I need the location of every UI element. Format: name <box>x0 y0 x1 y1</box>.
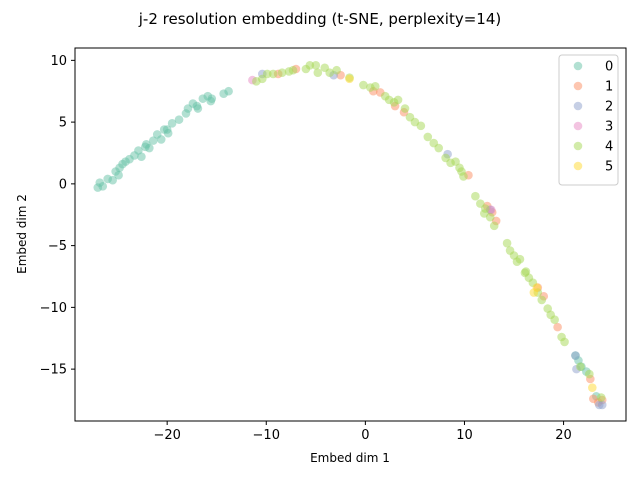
y-tick-label: 10 <box>50 54 67 69</box>
point-series-4-58 <box>520 268 530 278</box>
point-series-4-25 <box>416 121 426 131</box>
x-axis-label: Embed dim 1 <box>310 451 390 465</box>
point-series-0-4 <box>108 175 117 185</box>
point-series-0-33 <box>192 101 202 111</box>
point-series-4-8 <box>305 60 315 70</box>
y-axis-label: Embed dim 2 <box>15 194 29 274</box>
y-tick-label: −5 <box>48 239 67 254</box>
point-series-4-54 <box>560 337 569 347</box>
point-series-5-2 <box>532 283 542 292</box>
x-tick-label: −20 <box>153 428 180 443</box>
legend: 0 1 2 3 4 5 <box>558 54 619 186</box>
point-series-2-7 <box>597 400 607 410</box>
point-series-0-6 <box>114 170 123 180</box>
point-series-4-10 <box>313 68 323 77</box>
legend-marker-3 <box>573 121 583 131</box>
legend-marker-0 <box>573 61 583 71</box>
point-series-4-57 <box>596 393 606 402</box>
point-series-0-15 <box>148 136 158 145</box>
point-series-4-2 <box>262 69 272 79</box>
x-axis-ticks: −20 −10 0 10 20 <box>153 421 572 443</box>
point-series-0-35 <box>162 125 172 134</box>
point-series-4-31 <box>451 157 460 166</box>
point-series-4-28 <box>434 143 444 153</box>
point-series-4-40 <box>502 238 512 248</box>
point-series-0-21 <box>174 115 184 124</box>
legend-label-2: 2 <box>605 100 613 115</box>
point-series-4-17 <box>370 81 380 91</box>
y-axis-ticks: −15 −10 −5 0 5 10 <box>40 54 75 378</box>
legend-label-0: 0 <box>605 60 613 75</box>
point-series-4-59 <box>457 167 466 176</box>
legend-marker-2 <box>573 101 583 111</box>
x-tick-label: 10 <box>456 428 473 443</box>
point-series-0-31 <box>141 142 150 152</box>
point-series-0-17 <box>156 135 166 144</box>
scatter-points <box>93 60 607 410</box>
point-series-4-39 <box>489 221 499 231</box>
legend-label-3: 3 <box>605 120 613 135</box>
point-series-0-20 <box>167 119 177 128</box>
point-series-4-38 <box>485 212 495 222</box>
point-series-4-9 <box>311 60 321 70</box>
legend-label-4: 4 <box>605 140 613 155</box>
point-series-4-4 <box>277 68 287 77</box>
x-tick-label: −10 <box>253 428 280 443</box>
point-series-0-2 <box>98 182 108 191</box>
y-tick-label: 0 <box>59 177 67 192</box>
point-series-4-15 <box>359 80 368 90</box>
point-series-4-6 <box>288 65 298 75</box>
x-tick-label: 0 <box>361 428 369 443</box>
point-series-0-34 <box>207 94 217 103</box>
point-series-4-22 <box>400 104 410 113</box>
legend-label-1: 1 <box>605 80 613 95</box>
point-series-4-55 <box>576 362 585 371</box>
point-series-4-21 <box>393 95 403 105</box>
point-series-4-3 <box>268 69 278 79</box>
x-tick-label: 20 <box>555 428 572 443</box>
point-series-1-13 <box>553 322 562 332</box>
point-series-2-4 <box>571 351 580 360</box>
point-series-0-30 <box>224 86 233 96</box>
point-series-4-56 <box>585 369 594 379</box>
point-series-4-52 <box>550 315 559 325</box>
y-tick-label: 5 <box>59 116 67 131</box>
point-series-5-0 <box>345 74 354 84</box>
legend-marker-4 <box>573 141 583 151</box>
legend-marker-1 <box>573 81 583 91</box>
point-series-0-12 <box>137 152 146 161</box>
chart-title: j-2 resolution embedding (t-SNE, perplex… <box>138 10 502 28</box>
point-series-0-32 <box>118 159 127 169</box>
point-series-4-12 <box>325 68 334 77</box>
y-tick-label: −10 <box>40 301 67 316</box>
point-series-4-44 <box>515 254 525 264</box>
point-series-4-13 <box>332 65 341 75</box>
legend-label-5: 5 <box>605 160 613 175</box>
y-tick-label: −15 <box>40 363 67 378</box>
plot-area-frame <box>74 47 627 422</box>
legend-marker-5 <box>573 161 583 171</box>
point-series-4-49 <box>537 295 547 305</box>
legend-frame <box>558 54 619 186</box>
point-series-4-26 <box>423 132 433 142</box>
point-series-4-34 <box>471 191 480 201</box>
point-series-5-3 <box>588 383 597 392</box>
